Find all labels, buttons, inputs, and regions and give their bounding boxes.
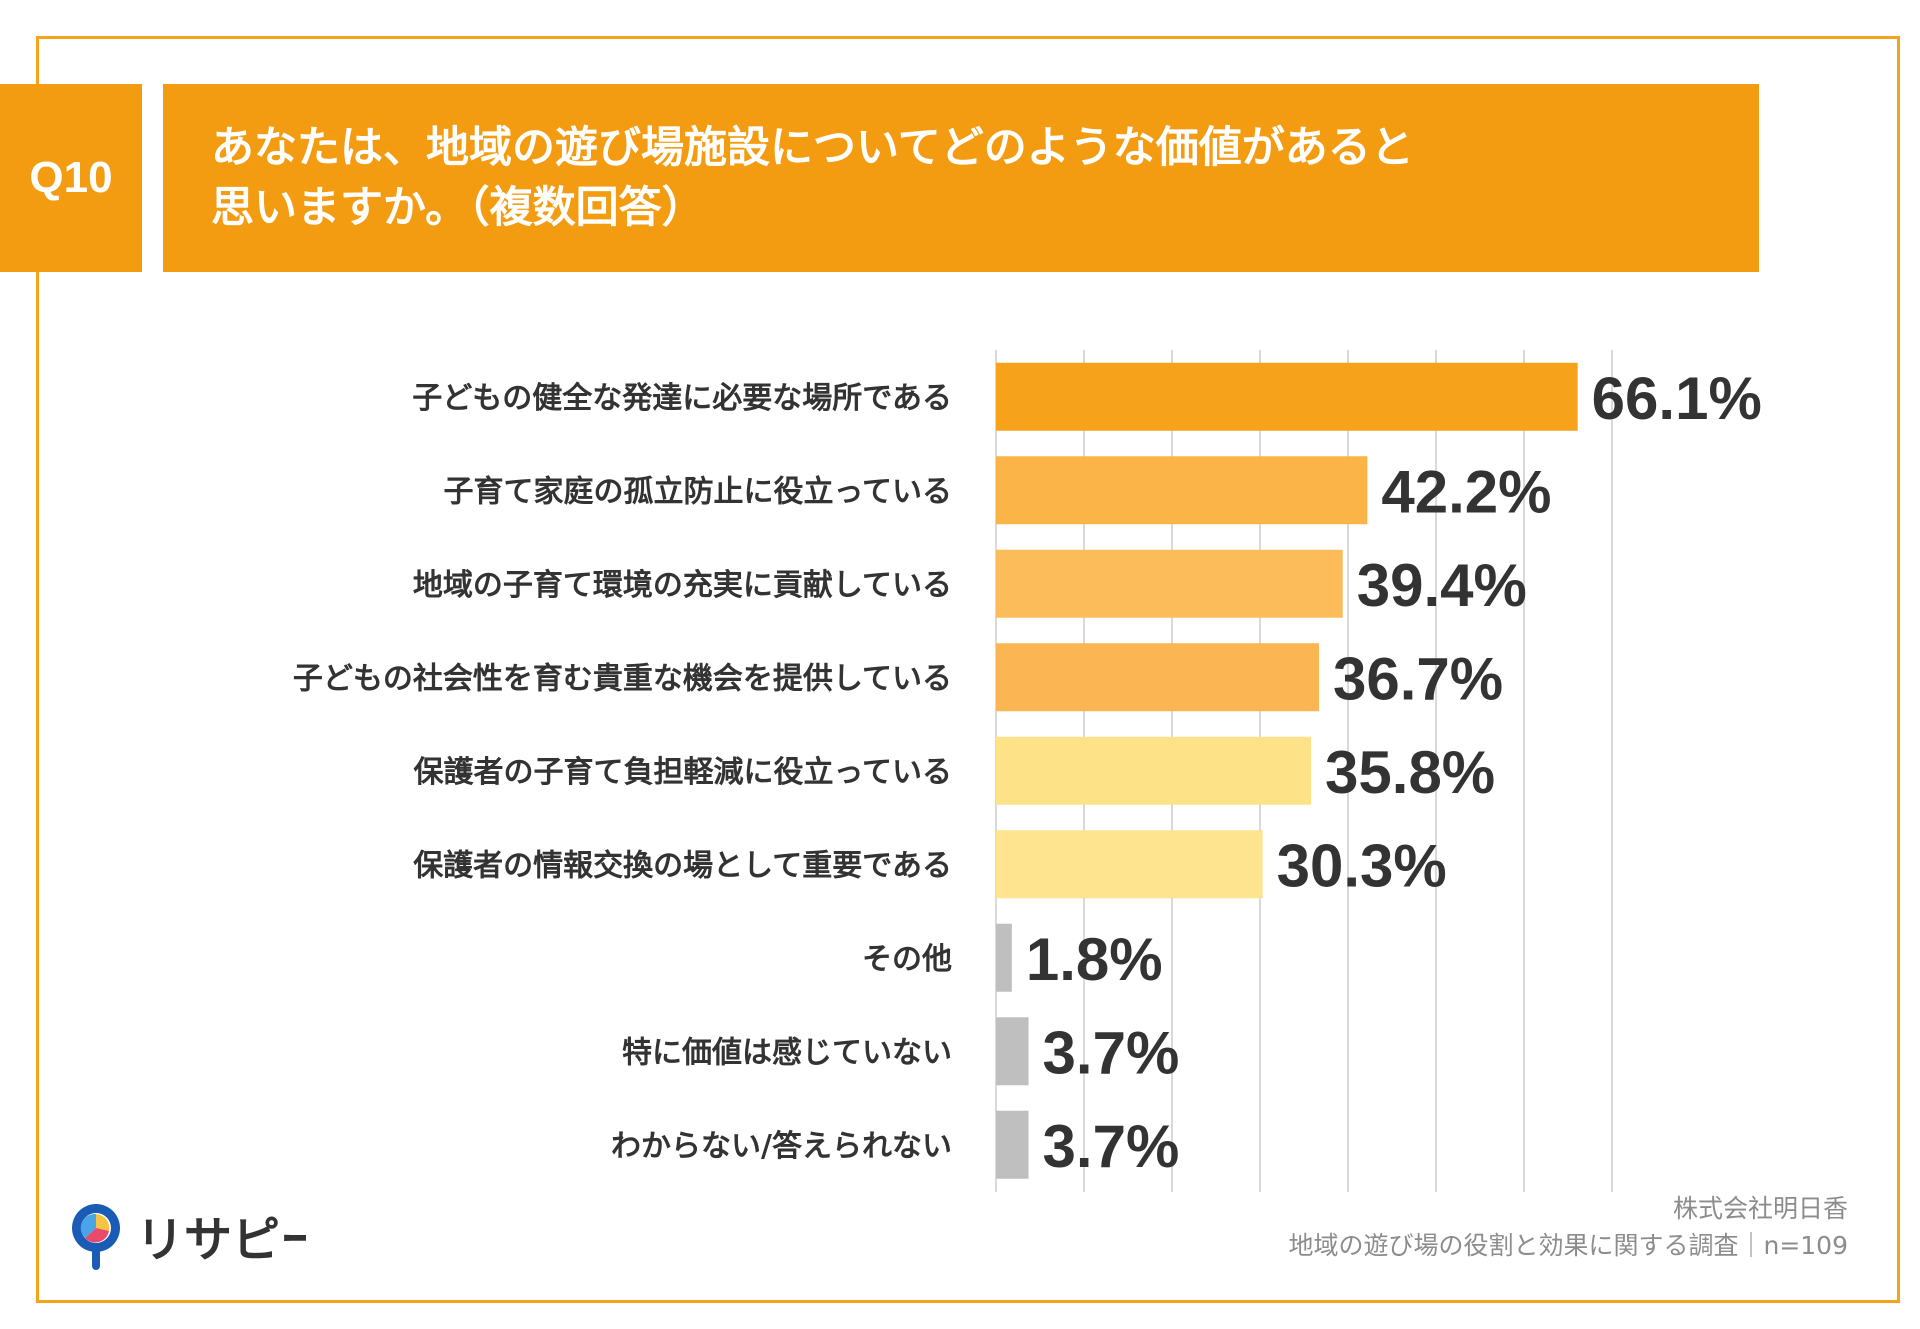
- bar: [996, 1110, 1029, 1179]
- bar: [996, 643, 1319, 712]
- bar: [996, 549, 1343, 618]
- category-label: わからない/答えられない: [611, 1129, 952, 1164]
- outer-frame: [36, 36, 1900, 1303]
- bar: [996, 736, 1312, 805]
- question-line-1: あなたは、地域の遊び場施設についてどのような価値があると: [211, 123, 1414, 173]
- value-label: 39.4%: [1357, 552, 1527, 619]
- risapy-logo: リサピー: [72, 1204, 306, 1270]
- value-label: 42.2%: [1381, 458, 1551, 525]
- category-label: 地域の子育て環境の充実に貢献している: [413, 568, 952, 603]
- value-label: 35.8%: [1325, 739, 1495, 806]
- bar: [996, 923, 1012, 992]
- pin-icon: [72, 1204, 120, 1270]
- category-label: 子どもの健全な発達に必要な場所である: [412, 381, 952, 416]
- category-label: 特に価値は感じていない: [622, 1035, 952, 1070]
- category-label: 保護者の子育て負担軽減に役立っている: [414, 755, 953, 790]
- value-label: 30.3%: [1277, 832, 1447, 899]
- question-title: あなたは、地域の遊び場施設についてどのような価値があると 思いますか。（複数回答…: [163, 84, 1759, 272]
- question-line-2: 思いますか。（複数回答）: [211, 183, 705, 233]
- source-footer: 株式会社明日香 地域の遊び場の役割と効果に関する調査｜n=109: [1288, 1190, 1848, 1264]
- value-label: 3.7%: [1043, 1019, 1180, 1086]
- question-number-badge: Q10: [0, 84, 142, 272]
- bar: [996, 362, 1578, 431]
- value-label: 66.1%: [1592, 365, 1762, 432]
- footer-survey: 地域の遊び場の役割と効果に関する調査｜n=109: [1288, 1231, 1848, 1260]
- value-label: 3.7%: [1043, 1113, 1180, 1180]
- bar: [996, 456, 1368, 525]
- bar: [996, 1017, 1029, 1086]
- bar: [996, 830, 1263, 899]
- category-label: 保護者の情報交換の場として重要である: [413, 848, 952, 883]
- category-label: その他: [862, 942, 952, 977]
- value-label: 36.7%: [1333, 645, 1503, 712]
- value-label: 1.8%: [1026, 926, 1163, 993]
- logo-wordmark: リサピー: [136, 1212, 306, 1268]
- category-label: 子育て家庭の孤立防止に役立っている: [444, 474, 953, 509]
- footer-company: 株式会社明日香: [1672, 1194, 1848, 1223]
- category-label: 子どもの社会性を育む貴重な機会を提供している: [293, 661, 952, 696]
